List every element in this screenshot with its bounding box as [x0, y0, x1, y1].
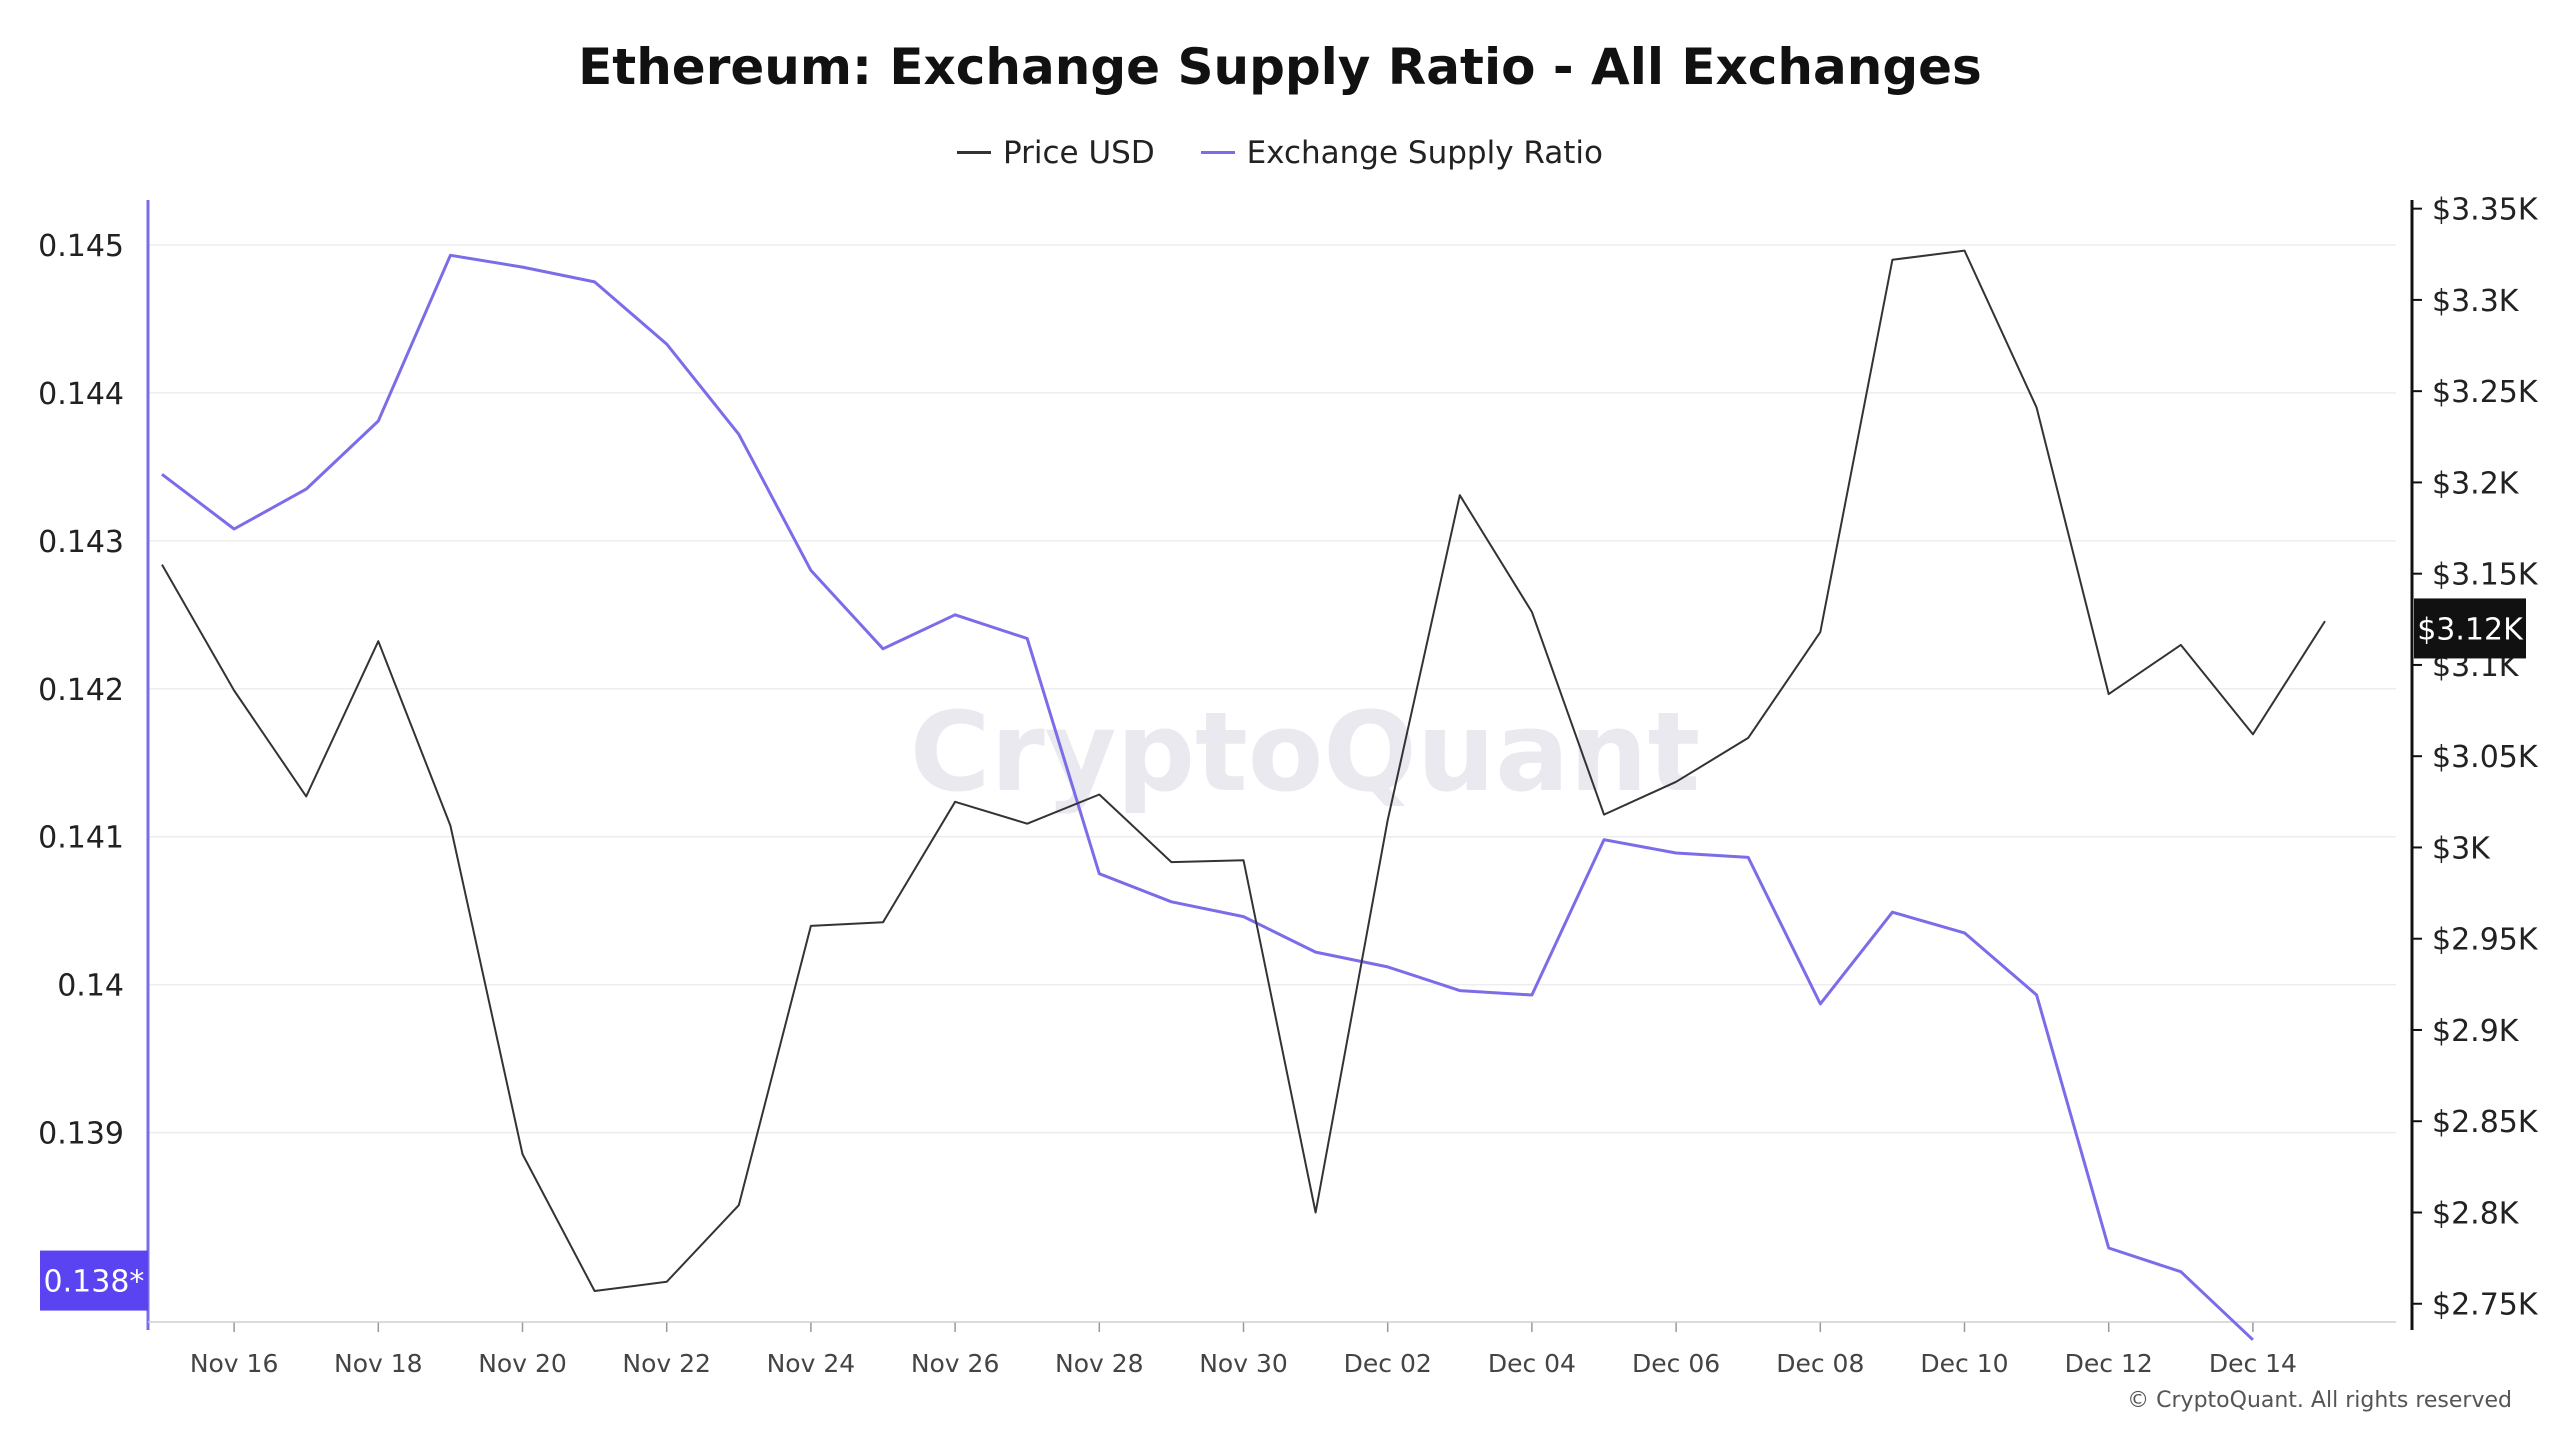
- x-tick-label: Nov 22: [622, 1349, 711, 1378]
- supply-ratio-line: [161, 253, 2254, 1341]
- left-tick-label: 0.142: [38, 673, 124, 708]
- right-tick-label: $3.35K: [2432, 193, 2539, 228]
- right-current-badge: [2414, 598, 2526, 659]
- x-tick-label: Nov 20: [478, 1349, 567, 1378]
- left-current-label: 0.138*: [44, 1265, 145, 1300]
- price-line: [161, 249, 2326, 1292]
- right-tick-label: $2.95K: [2432, 923, 2539, 958]
- grid: [148, 244, 2396, 1134]
- labels: 0.139 0.14 0.141 0.142 0.143 0.144 0.145 $2.75K…: [38, 193, 2539, 1378]
- x-tick-label: Dec 02: [1344, 1349, 1432, 1378]
- left-tick-label: 0.145: [38, 229, 124, 264]
- x-tick-label: Nov 24: [767, 1349, 856, 1378]
- series: [161, 249, 2326, 1341]
- right-current-label: $3.12K: [2417, 612, 2524, 647]
- right-tick-label: $3K: [2432, 831, 2491, 866]
- copyright: © CryptoQuant. All rights reserved: [2127, 1388, 2512, 1413]
- axes: [146, 200, 2422, 1332]
- left-tick-label: 0.14: [57, 969, 124, 1004]
- x-tick-label: Dec 14: [2209, 1349, 2297, 1378]
- x-tick-label: Dec 10: [1920, 1349, 2008, 1378]
- x-tick-label: Dec 06: [1632, 1349, 1720, 1378]
- x-tick-label: Dec 12: [2065, 1349, 2153, 1378]
- right-tick-label: $3.3K: [2432, 284, 2520, 319]
- x-tick-label: Nov 28: [1055, 1349, 1144, 1378]
- x-tick-label: Nov 16: [190, 1349, 279, 1378]
- legend-item-supply-ratio[interactable]: Exchange Supply Ratio: [1200, 134, 1603, 171]
- left-tick-label: 0.143: [38, 525, 124, 560]
- legend-swatch-supply-ratio: [1200, 151, 1235, 154]
- legend-label-supply-ratio: Exchange Supply Ratio: [1246, 134, 1603, 171]
- chart-title: Ethereum: Exchange Supply Ratio - All Ex…: [578, 38, 1982, 96]
- legend-label-price: Price USD: [1003, 134, 1155, 171]
- x-tick-label: Nov 26: [911, 1349, 1000, 1378]
- legend-item-price[interactable]: Price USD: [957, 135, 1155, 171]
- watermark: CryptoQuant: [910, 688, 1701, 816]
- x-tick-label: Dec 08: [1776, 1349, 1864, 1378]
- right-tick-label: $3.15K: [2432, 558, 2539, 593]
- right-tick-label: $3.25K: [2432, 375, 2539, 410]
- legend-swatch-price: [957, 151, 991, 154]
- right-tick-label: $2.9K: [2432, 1014, 2520, 1049]
- left-tick-label: 0.139: [38, 1117, 124, 1152]
- left-tick-label: 0.141: [38, 821, 124, 856]
- right-tick-label: $3.05K: [2432, 740, 2539, 775]
- left-current-badge: [40, 1250, 148, 1311]
- legend: Price USD Exchange Supply Ratio: [0, 126, 2560, 171]
- right-tick-label: $2.8K: [2432, 1196, 2520, 1231]
- right-tick-label: $2.75K: [2432, 1288, 2539, 1323]
- right-tick-label: $3.2K: [2432, 466, 2520, 501]
- right-tick-label: $2.85K: [2432, 1105, 2539, 1140]
- x-tick-label: Nov 30: [1199, 1349, 1288, 1378]
- x-tick-label: Nov 18: [334, 1349, 423, 1378]
- x-tick-label: Dec 04: [1488, 1349, 1576, 1378]
- left-tick-label: 0.144: [38, 377, 124, 412]
